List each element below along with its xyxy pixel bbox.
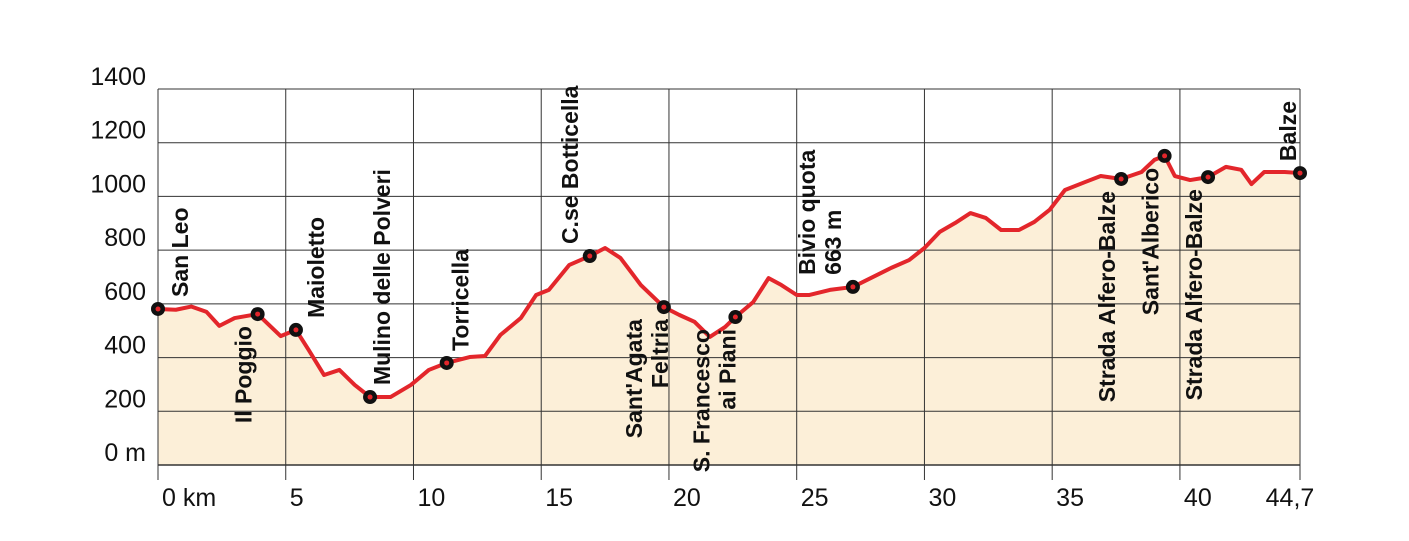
waypoint-label: C.se Botticella	[557, 85, 583, 244]
waypoint-label: Mulino delle Polveri	[369, 169, 395, 385]
x-tick-label: 35	[1056, 484, 1084, 512]
waypoint-label-line: Maioletto	[303, 217, 329, 318]
waypoint-label-line: San Leo	[167, 207, 193, 296]
y-tick-label: 1200	[90, 117, 146, 145]
x-tick-label: 44,7	[1266, 484, 1315, 512]
waypoint-label-line: Feltria	[647, 319, 673, 388]
waypoint-label-line: Bivio quota	[794, 150, 820, 275]
y-tick-label: 600	[104, 278, 146, 306]
x-tick-label: 20	[673, 484, 701, 512]
x-tick-label: 0 km	[162, 484, 216, 512]
waypoint-dot	[1205, 174, 1211, 180]
elevation-line	[157, 153, 1301, 400]
waypoint-label: S. Francescoai Piani	[688, 329, 740, 472]
waypoint-label: Sant'AgataFeltria	[621, 319, 673, 438]
waypoint-label-line: Sant'Agata	[621, 319, 647, 438]
waypoint-dot	[367, 394, 373, 400]
y-tick-label: 400	[104, 332, 146, 360]
waypoint-dot	[1297, 170, 1303, 176]
waypoint-label-line: 663 m	[820, 210, 846, 275]
waypoint-label: Il Poggio	[231, 326, 257, 423]
waypoint-label-line: Balze	[1275, 101, 1301, 161]
waypoint-label: Strada Alfero-Balze	[1181, 189, 1207, 400]
waypoint-label-line: Strada Alfero-Balze	[1094, 191, 1120, 402]
waypoint-label-line: Sant'Alberico	[1138, 168, 1164, 315]
waypoint-label: Torricella	[448, 249, 474, 351]
x-tick-label: 10	[417, 484, 445, 512]
waypoint-label-line: Torricella	[448, 249, 474, 351]
waypoint-label: Maioletto	[303, 217, 329, 318]
waypoint-dot	[661, 304, 667, 310]
x-tick-label: 30	[928, 484, 956, 512]
waypoint-label: Bivio quota663 m	[794, 150, 846, 275]
y-tick-label: 0 m	[104, 439, 146, 467]
x-tick-label: 25	[801, 484, 829, 512]
waypoint-dot	[1162, 153, 1168, 159]
y-tick-label: 1400	[90, 63, 146, 91]
waypoint-dot	[732, 314, 738, 320]
y-tick-label: 1000	[90, 170, 146, 198]
waypoint-dot	[293, 327, 299, 333]
waypoint-dot	[587, 253, 593, 259]
y-tick-label: 200	[104, 385, 146, 413]
waypoint-label: Balze	[1275, 101, 1301, 161]
waypoint-dot	[850, 284, 856, 290]
elevation-area	[158, 155, 1300, 466]
waypoint-label-line: ai Piani	[714, 329, 740, 410]
x-tick-label: 15	[545, 484, 573, 512]
y-tick-label: 800	[104, 224, 146, 252]
waypoint-label-line: Mulino delle Polveri	[369, 169, 395, 385]
waypoint-label-line: C.se Botticella	[557, 85, 583, 244]
waypoint-label-line: Strada Alfero-Balze	[1181, 189, 1207, 400]
waypoint-label: Sant'Alberico	[1138, 168, 1164, 315]
waypoint-label: San Leo	[167, 207, 193, 296]
waypoint-dot	[444, 360, 450, 366]
x-tick-label: 40	[1184, 484, 1212, 512]
waypoint-label-line: Il Poggio	[231, 326, 257, 423]
waypoint-label-line: S. Francesco	[688, 329, 714, 472]
waypoint-dot	[255, 311, 261, 317]
waypoint-dot	[155, 306, 161, 312]
waypoint-dot	[1118, 176, 1124, 182]
waypoint-label: Strada Alfero-Balze	[1094, 191, 1120, 402]
x-tick-label: 5	[290, 484, 304, 512]
